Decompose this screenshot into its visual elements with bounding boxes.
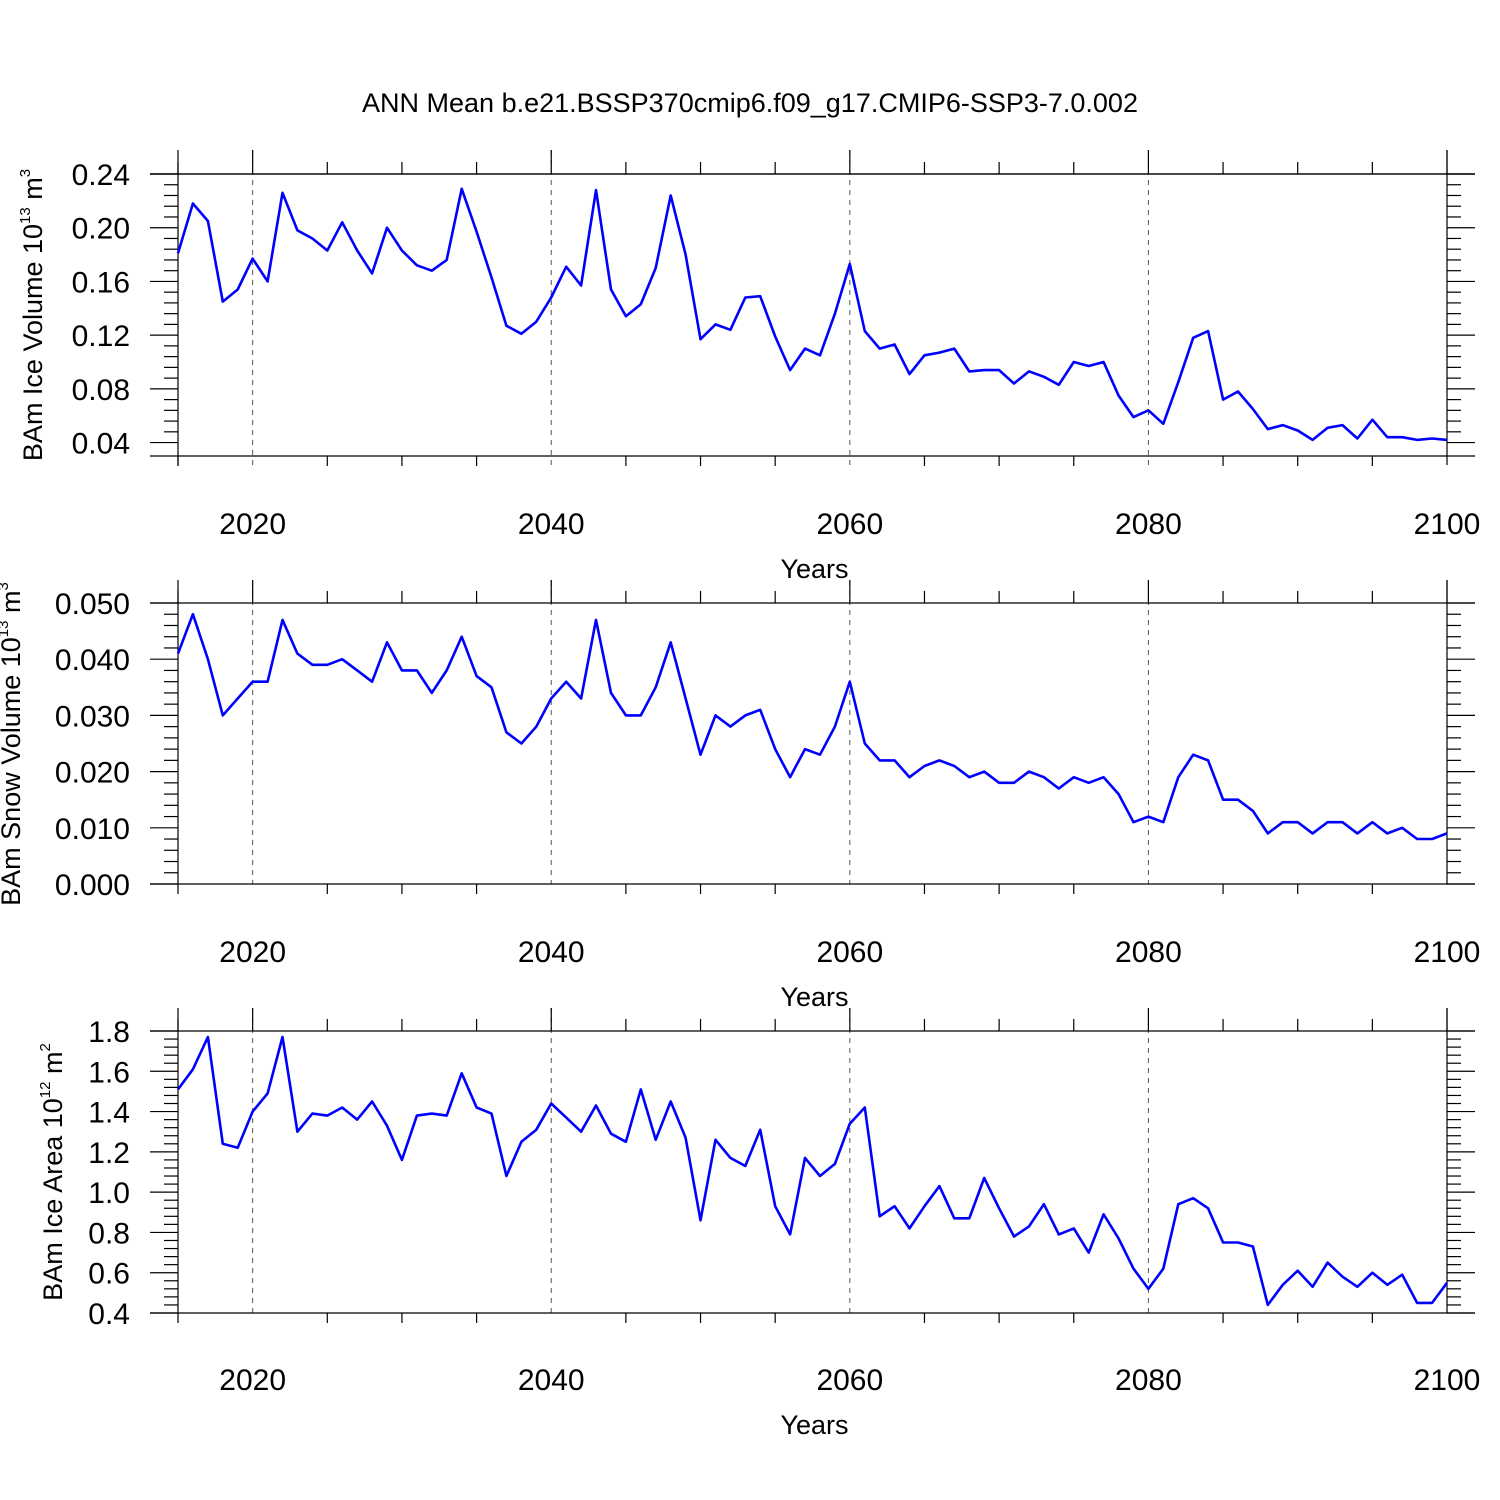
- y-tick-label: 0.08: [72, 374, 130, 407]
- y-tick-label: 0.6: [88, 1258, 130, 1291]
- data-series-line: [176, 1035, 1449, 1307]
- x-tick-label: 2080: [1115, 508, 1182, 541]
- y-tick-label: 0.4: [88, 1298, 130, 1331]
- y-axis-label-unit: m: [38, 1052, 68, 1082]
- y-axis-label-main: BAm Ice Area 10: [38, 1098, 68, 1301]
- y-tick-label: 0.020: [55, 757, 130, 790]
- y-axis-label-main: BAm Snow Volume 10: [0, 637, 26, 906]
- y-axis-label-unit-exponent: 3: [0, 582, 12, 590]
- y-tick-label: 0.010: [55, 813, 130, 846]
- x-tick-label: 2040: [518, 508, 585, 541]
- y-tick-label: 0.16: [72, 266, 130, 299]
- x-tick-label: 2040: [518, 936, 585, 969]
- x-tick-label: 2060: [816, 1364, 883, 1397]
- x-tick-label: 2020: [219, 508, 286, 541]
- x-tick-label: 2080: [1115, 1364, 1182, 1397]
- y-tick-label: 0.20: [72, 213, 130, 246]
- y-axis-label-unit-exponent: 3: [17, 169, 34, 177]
- y-tick-label: 1.2: [88, 1137, 130, 1170]
- x-tick-label: 2100: [1414, 1364, 1481, 1397]
- y-tick-label: 0.24: [72, 159, 130, 192]
- figure-title: ANN Mean b.e21.BSSP370cmip6.f09_g17.CMIP…: [362, 88, 1138, 118]
- y-tick-label: 0.8: [88, 1217, 130, 1250]
- x-tick-label: 2080: [1115, 936, 1182, 969]
- ice-area-panel: 0.4 0.6 0.8 1.0 1.2 1.4 1.6 1.8 2020 2040 2060 2080…: [37, 1008, 1480, 1440]
- y-tick-label: 1.0: [88, 1177, 130, 1210]
- y-axis-label: BAm Ice Area 1012 m2: [37, 1043, 68, 1301]
- x-axis-label: Years: [780, 1410, 848, 1440]
- y-axis-label-exponent: 12: [37, 1082, 54, 1099]
- x-axis-label: Years: [780, 982, 848, 1012]
- x-tick-label: 2020: [219, 1364, 286, 1397]
- x-tick-label: 2040: [518, 1364, 585, 1397]
- y-tick-label: 1.6: [88, 1056, 130, 1089]
- y-axis-label-exponent: 13: [17, 207, 34, 224]
- x-tick-label: 2100: [1414, 936, 1481, 969]
- y-axis-label: BAm Ice Volume 1013 m3: [17, 169, 48, 461]
- x-tick-label: 2100: [1414, 508, 1481, 541]
- y-axis-label-exponent: 13: [0, 621, 12, 638]
- ice-volume-panel: 0.04 0.08 0.12 0.16 0.20 0.24 2020 2040 2060 2080…: [17, 150, 1480, 584]
- y-axis-label: BAm Snow Volume 1013 m3: [0, 582, 26, 906]
- y-tick-label: 0.050: [55, 588, 130, 621]
- y-tick-label: 0.000: [55, 869, 130, 902]
- y-tick-label: 1.4: [88, 1097, 130, 1130]
- y-axis-label-unit-exponent: 2: [37, 1043, 54, 1051]
- data-series-line: [176, 187, 1448, 442]
- x-axis-label: Years: [780, 554, 848, 584]
- y-tick-label: 0.040: [55, 644, 130, 677]
- y-axis-label-unit: m: [18, 177, 48, 207]
- x-tick-label: 2020: [219, 936, 286, 969]
- snow-volume-panel: 0.000 0.010 0.020 0.030 0.040 0.050 2020 2040 20…: [0, 580, 1480, 1012]
- y-tick-label: 0.030: [55, 700, 130, 733]
- x-tick-label: 2060: [816, 508, 883, 541]
- y-axis-label-main: BAm Ice Volume 10: [18, 224, 48, 461]
- x-tick-label: 2060: [816, 936, 883, 969]
- y-tick-label: 0.04: [72, 428, 130, 461]
- y-tick-label: 0.12: [72, 320, 130, 353]
- y-axis-label-unit: m: [0, 591, 26, 621]
- y-tick-label: 1.8: [88, 1016, 130, 1049]
- data-series-line: [176, 612, 1448, 841]
